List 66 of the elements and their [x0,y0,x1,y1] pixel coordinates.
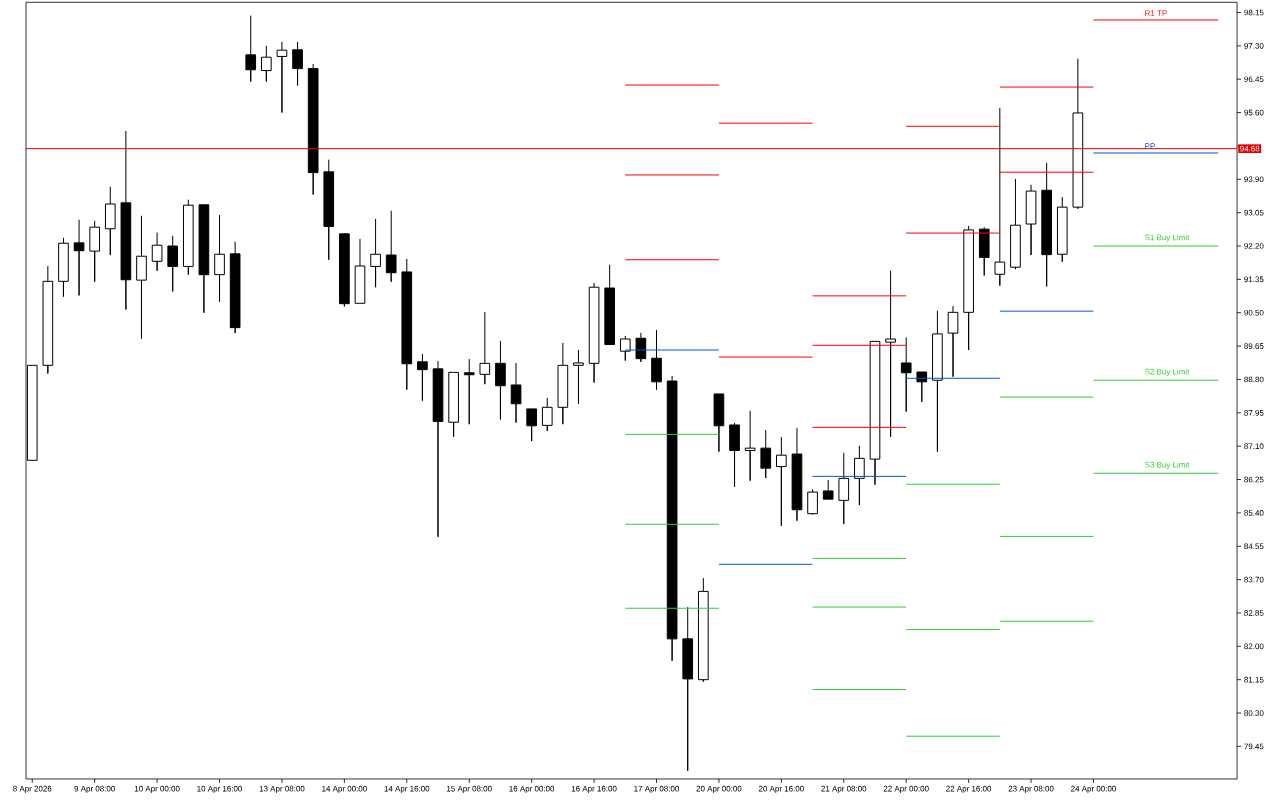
candlestick [214,214,225,303]
candlestick [744,410,756,482]
candlestick [729,422,740,488]
candlestick [978,226,990,276]
candlestick [713,393,725,453]
candlestick [448,371,459,438]
candlestick [1056,196,1068,263]
candlestick [557,342,569,425]
candlestick [573,349,584,405]
candlestick [463,358,475,425]
candlestick [385,210,397,283]
candlestick [261,45,272,83]
candlestick [697,577,709,683]
candlestick [370,218,381,288]
candlestick [323,159,335,261]
candlestick [354,238,366,304]
candlestick [900,336,912,413]
candlestick [276,41,288,114]
candlestick [541,397,553,432]
candlestick [963,225,974,351]
candlestick [526,408,537,442]
candlestick [994,107,1006,287]
candlestick [292,41,303,86]
candlestick [339,232,350,307]
candlestick [42,265,54,375]
candlestick [604,264,616,346]
candlestick [822,479,834,500]
candlestick [947,305,959,378]
candlestick [432,360,444,538]
candlestick [619,335,631,362]
candlestick [510,362,522,424]
candlestick [151,232,163,272]
candlestick [635,332,647,363]
candlestick [1025,184,1037,256]
candlestick [417,353,428,402]
candlestick [651,329,662,391]
candlestick [760,429,772,479]
candlestick [885,270,896,438]
candlestick [776,436,787,527]
candlestick [401,258,413,391]
candlestick [229,241,241,334]
candlestick [479,311,491,385]
candlestick [1072,58,1084,210]
candlestick [854,445,865,506]
candlestick [1041,162,1052,287]
candlestick [136,215,147,340]
candlestick [682,606,694,772]
candlestick [307,63,319,196]
candlestick [182,199,194,276]
candlestick [807,488,818,515]
candlestick [104,186,116,256]
candlestick [869,340,881,486]
candlestick [58,237,69,298]
candlestick [167,235,179,293]
candlestick [666,375,678,662]
candlestick [791,427,803,522]
candlestick [245,15,257,83]
candlestick [838,452,850,525]
candlestick [932,310,943,453]
candlestick [73,219,85,296]
candlestick [495,340,506,420]
candlestick [198,204,210,314]
candlestick [588,282,600,384]
candlestick [89,220,101,283]
candlestick [1010,178,1021,270]
candlestick [120,130,132,311]
